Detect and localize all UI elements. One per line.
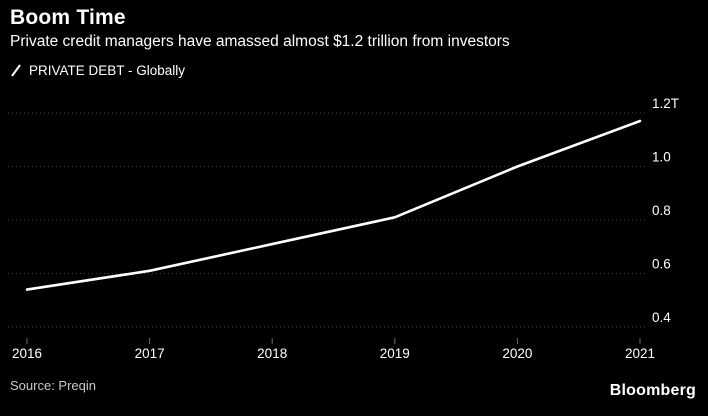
- x-axis-tick-label: 2018: [257, 346, 287, 361]
- private-debt-line: [25, 119, 642, 291]
- x-axis-tick-label: 2019: [380, 346, 410, 361]
- y-axis-tick-label: 0.6: [652, 257, 671, 272]
- x-axis-tick-label: 2016: [12, 346, 42, 361]
- line-series-marker-icon: [10, 63, 22, 78]
- page-title: Boom Time: [10, 6, 126, 29]
- x-axis-tick-label: 2020: [502, 346, 532, 361]
- chart-subtitle: Private credit managers have amassed alm…: [10, 33, 510, 50]
- legend: PRIVATE DEBT - Globally: [10, 63, 185, 78]
- source-note: Source: Preqin: [10, 378, 96, 393]
- bloomberg-logo: Bloomberg: [609, 382, 696, 399]
- y-axis-tick-label: 1.0: [652, 150, 671, 165]
- y-axis-tick-label: 0.4: [652, 310, 671, 325]
- legend-label: PRIVATE DEBT - Globally: [29, 63, 186, 78]
- y-axis-tick-label: 1.2T: [652, 96, 679, 111]
- x-axis-tick-label: 2021: [625, 346, 655, 361]
- y-axis-tick-label: 0.8: [652, 203, 671, 218]
- x-axis-tick-label: 2017: [135, 346, 165, 361]
